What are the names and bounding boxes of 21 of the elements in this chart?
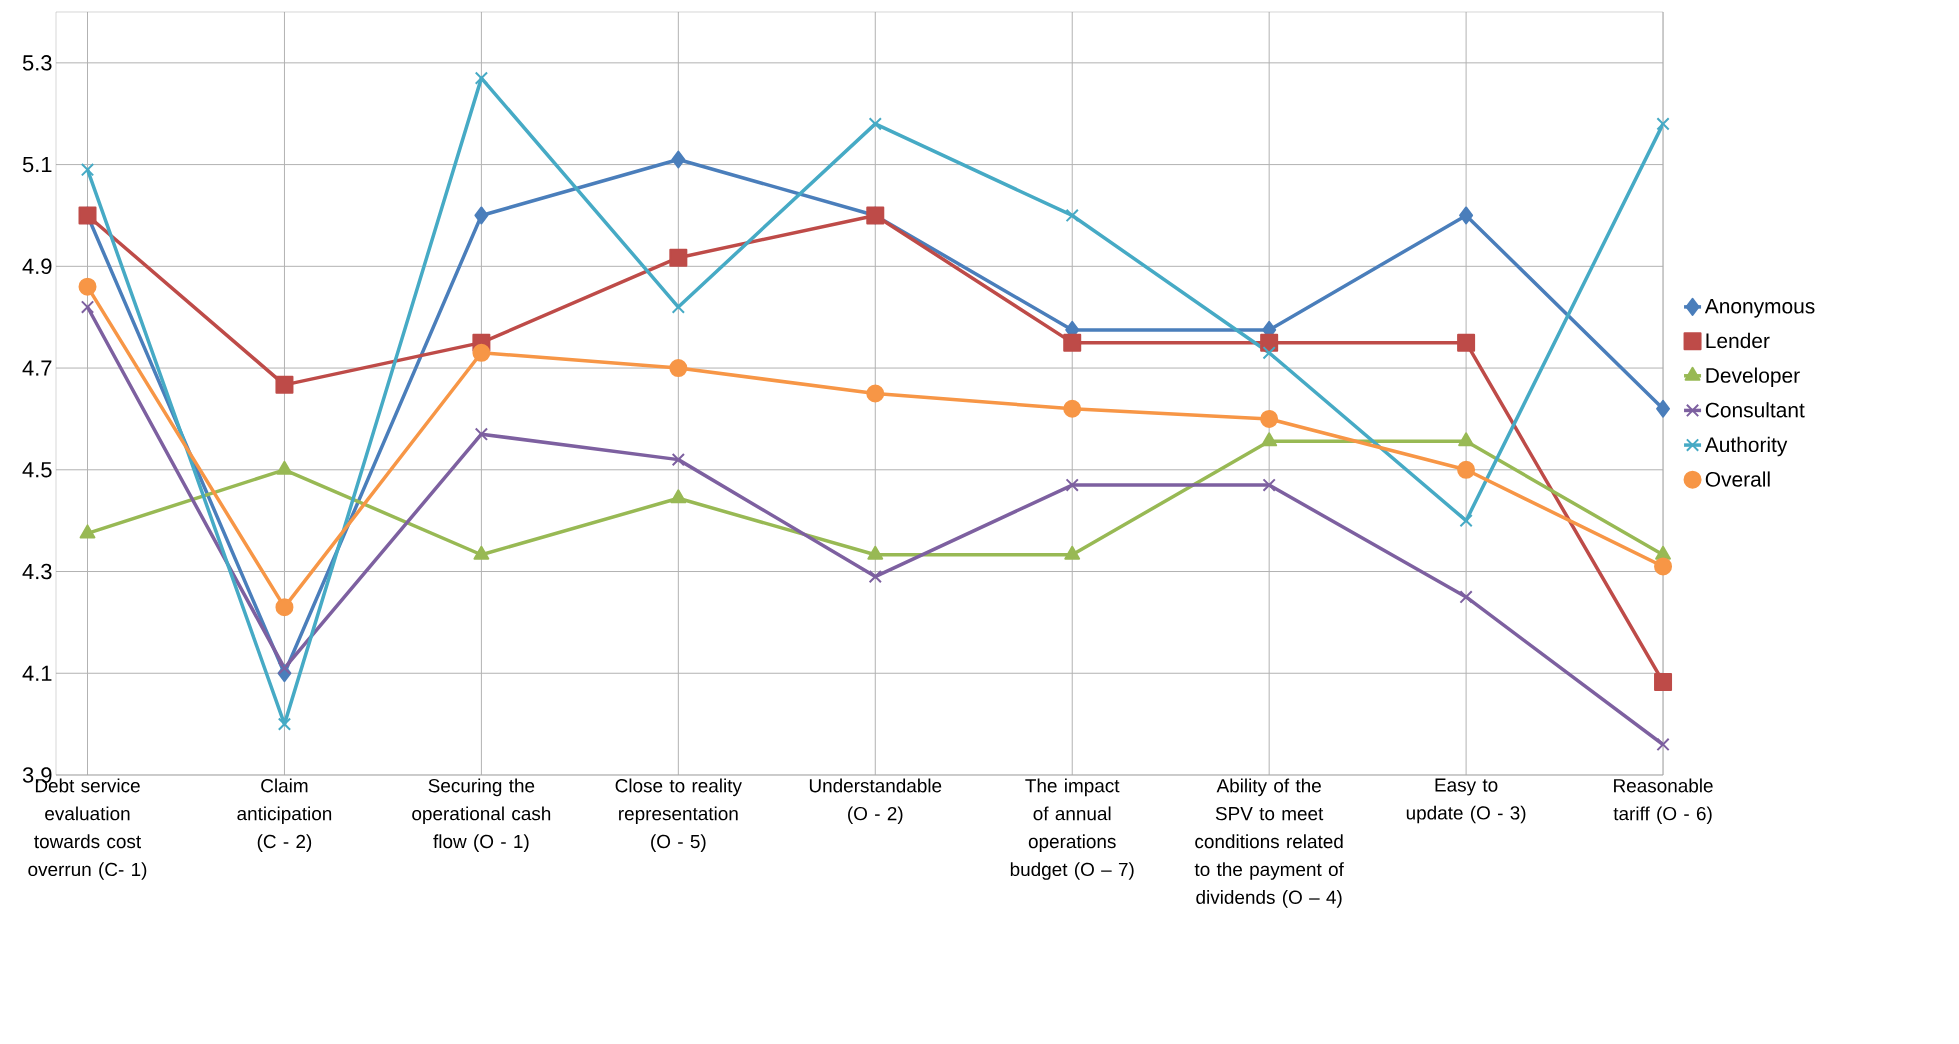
y-tick-label: 5.1 — [22, 156, 52, 173]
legend-label: Lender — [1706, 332, 1770, 349]
y-tick-label: 4.3 — [22, 563, 52, 580]
y-tick-label: 4.1 — [22, 665, 52, 681]
legend-label: Overall — [1705, 471, 1770, 487]
legend-label: Authority — [1704, 436, 1788, 457]
x-tick-label: Reasonable tariff (O - 6) — [1613, 778, 1713, 825]
x-tick-label: Easy to update (O - 3) — [1406, 778, 1526, 824]
x-tick-label: Ability of the SPV to meet conditions related to the payment of dividends (O – 4) — [1194, 778, 1344, 908]
x-tick-label: Close to reality representation (O - 5) — [615, 778, 742, 852]
y-tick-label: 5.3 — [22, 55, 52, 71]
legend-label: Anonymous — [1704, 298, 1815, 318]
x-tick-label: The impact of annual operations budget (O – 7) — [1010, 778, 1134, 880]
legend-label: Developer — [1706, 367, 1800, 387]
legend-label: Consultant — [1705, 402, 1805, 418]
y-tick-label: 4.7 — [22, 360, 52, 376]
x-tick-label: Understandable (O - 2) — [809, 778, 942, 825]
x-tick-label: Securing the operational cash flow (O - 1) — [412, 778, 551, 852]
y-tick-label: 4.5 — [22, 462, 52, 478]
x-tick-label: Claim anticipation (C - 2) — [237, 778, 332, 852]
y-tick-label: 4.9 — [22, 258, 52, 275]
